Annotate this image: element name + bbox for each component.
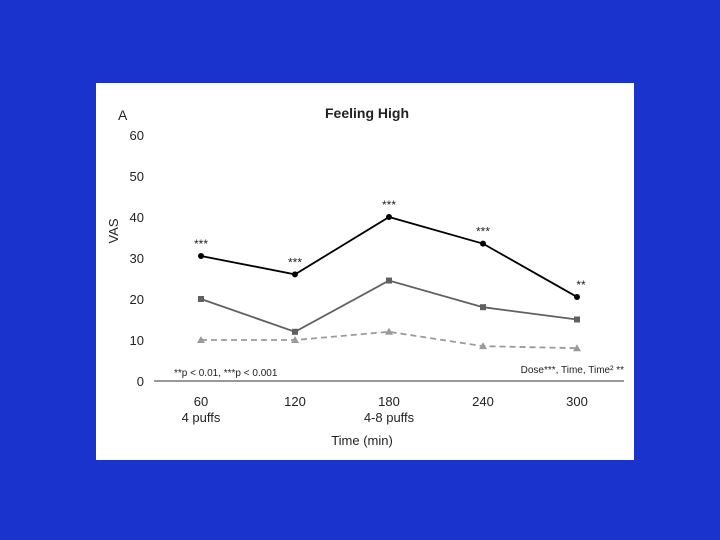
data-point [574, 293, 580, 300]
x-sub-label: 4-8 puffs [364, 410, 415, 425]
data-point [386, 214, 392, 220]
significance-label: ** [576, 278, 586, 292]
significance-label: *** [288, 255, 302, 269]
data-point [480, 304, 486, 311]
series-group: ************** [194, 198, 586, 352]
significance-label: *** [194, 237, 208, 251]
x-tick-label: 120 [284, 394, 306, 409]
data-point [292, 328, 298, 335]
x-tick-label: 60 [194, 394, 208, 409]
y-tick-label: 10 [130, 333, 144, 348]
data-point [292, 271, 298, 278]
x-sub-label: 4 puffs [182, 410, 221, 425]
significance-label: *** [382, 198, 396, 212]
significance-label: *** [476, 225, 490, 239]
y-tick-label: 50 [130, 169, 144, 184]
x-axis-label: Time (min) [331, 433, 393, 448]
chart-title: Feeling High [325, 105, 409, 121]
line-chart: A Feeling High VAS Time (min) **p < 0.01… [106, 105, 624, 448]
x-tick-label: 180 [378, 394, 400, 409]
data-point [291, 336, 299, 343]
series-low-dose [197, 327, 581, 352]
x-tick-label: 240 [472, 394, 494, 409]
y-tick-label: 0 [137, 374, 144, 389]
footnote-right: Dose***, Time, Time² ** [521, 365, 624, 376]
data-point [479, 342, 487, 350]
data-point [198, 296, 204, 302]
data-point [197, 336, 205, 343]
data-point [198, 252, 204, 259]
series-line [201, 330, 578, 350]
y-tick-label: 40 [130, 210, 144, 225]
series-medium-dose [198, 277, 580, 335]
x-tick-labels: 60 120 180 240 300 4 puffs 4-8 puffs [182, 394, 588, 425]
x-tick-label: 300 [566, 394, 588, 409]
data-point [574, 316, 580, 323]
y-axis-label: VAS [106, 218, 121, 243]
y-tick-label: 20 [130, 292, 144, 307]
series-line [200, 216, 578, 298]
y-tick-label: 60 [130, 128, 144, 143]
data-point [385, 327, 393, 335]
footnote-left: **p < 0.01, ***p < 0.001 [174, 368, 278, 379]
chart-panel: A Feeling High VAS Time (min) **p < 0.01… [96, 83, 634, 460]
data-point [480, 240, 486, 247]
y-tick-labels: 0 10 20 30 40 50 60 [130, 128, 144, 389]
series-high-dose: ************** [194, 198, 586, 300]
y-tick-label: 30 [130, 251, 144, 266]
series-line [200, 279, 578, 333]
panel-label: A [118, 107, 128, 123]
data-point [386, 277, 392, 284]
data-point [573, 344, 581, 352]
